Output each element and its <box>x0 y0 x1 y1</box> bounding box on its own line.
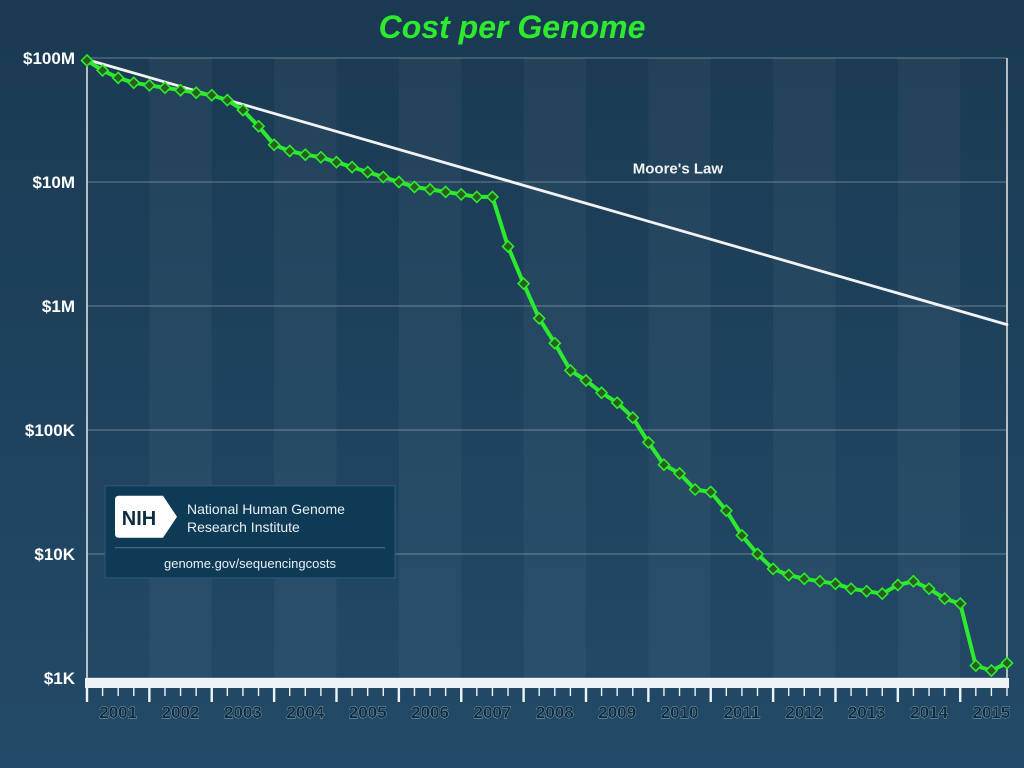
y-tick-label: $10K <box>34 545 75 564</box>
attribution-line1: National Human Genome <box>187 501 345 517</box>
plot-stripe <box>960 58 1007 678</box>
x-tick-label: 2014 <box>910 703 948 722</box>
plot-stripe <box>524 58 586 678</box>
x-tick-label: 2004 <box>286 703 324 722</box>
nih-badge-text: NIH <box>122 508 156 530</box>
x-tick-label: 2011 <box>723 703 760 722</box>
y-tick-label: $1M <box>42 297 75 316</box>
x-tick-label: 2012 <box>785 703 823 722</box>
x-tick-label: 2003 <box>224 703 262 722</box>
x-tick-label: 2009 <box>598 703 636 722</box>
x-tick-label: 2007 <box>474 703 512 722</box>
plot-stripe <box>711 58 773 678</box>
plot-stripe <box>336 58 398 678</box>
x-tick-label: 2001 <box>99 703 137 722</box>
attribution-line2: Research Institute <box>187 519 300 535</box>
plot-stripe <box>586 58 648 678</box>
x-tick-label: 2010 <box>661 703 699 722</box>
x-tick-label: 2015 <box>972 703 1010 722</box>
x-tick-label: 2013 <box>848 703 886 722</box>
y-tick-label: $1K <box>44 669 76 688</box>
x-tick-label: 2006 <box>411 703 449 722</box>
chart-title: Cost per Genome <box>379 9 646 45</box>
x-tick-label: 2005 <box>349 703 387 722</box>
x-axis-bar <box>85 678 1009 688</box>
attribution-url: genome.gov/sequencingcosts <box>164 556 337 571</box>
moores-law-label: Moore's Law <box>633 160 724 177</box>
plot-stripe <box>461 58 523 678</box>
x-tick-label: 2008 <box>536 703 574 722</box>
plot-stripe <box>149 58 211 678</box>
y-tick-label: $100K <box>25 421 76 440</box>
plot-stripe <box>648 58 710 678</box>
x-tick-label: 2002 <box>162 703 200 722</box>
plot-stripe <box>212 58 274 678</box>
y-tick-label: $10M <box>32 173 75 192</box>
chart-svg: Cost per Genome $100M $10M $1M $100K $10K $1K 2… <box>0 0 1024 768</box>
plot-stripe <box>87 58 149 678</box>
chart-container: Cost per Genome $100M $10M $1M $100K $10K $1K 2… <box>0 0 1024 768</box>
y-tick-label: $100M <box>23 49 75 68</box>
